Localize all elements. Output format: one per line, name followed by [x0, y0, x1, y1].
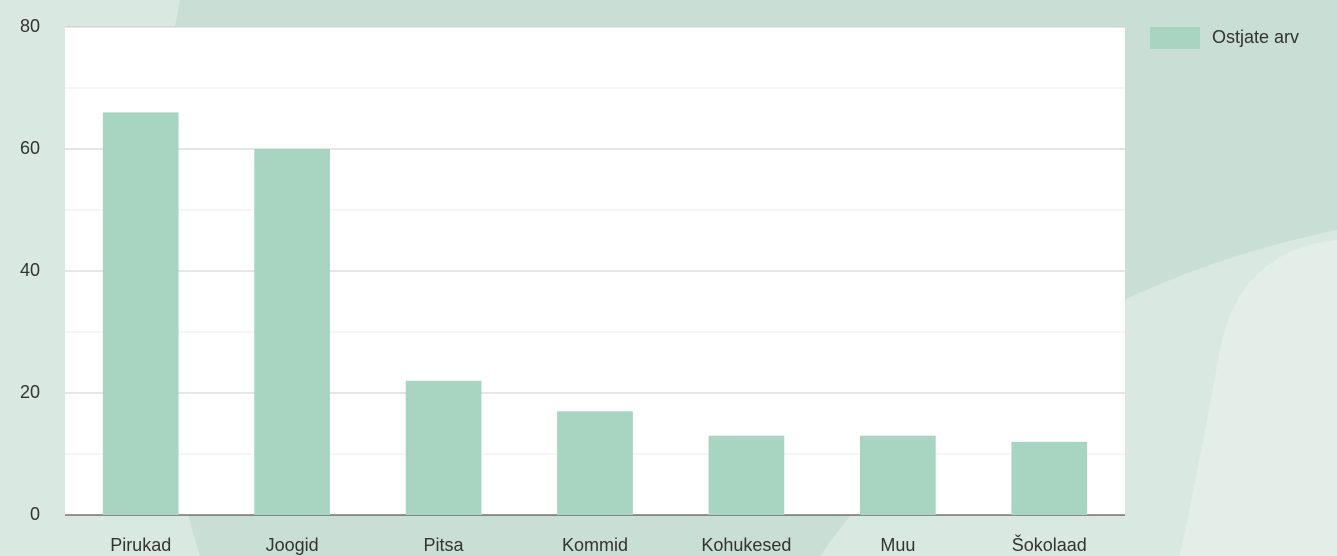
y-tick-label: 40: [20, 260, 40, 280]
x-tick-label: Kommid: [562, 535, 628, 555]
y-tick-label: 60: [20, 138, 40, 158]
y-tick-label: 0: [30, 504, 40, 524]
x-tick-label: Joogid: [266, 535, 319, 555]
bar: [254, 149, 330, 515]
bar: [860, 435, 936, 515]
x-tick-label: Šokolaad: [1012, 534, 1087, 555]
x-tick-label: Pirukad: [110, 535, 171, 555]
legend-swatch: [1150, 27, 1200, 49]
background-shape: [1180, 240, 1337, 556]
y-tick-label: 20: [20, 382, 40, 402]
bar: [405, 380, 482, 515]
bar: [557, 411, 633, 515]
bar: [102, 112, 179, 516]
legend-label: Ostjate arv: [1212, 27, 1299, 47]
x-tick-label: Muu: [880, 535, 915, 555]
bar: [708, 435, 785, 515]
bar: [1011, 441, 1088, 515]
x-tick-label: Kohukesed: [701, 535, 791, 555]
x-tick-label: Pitsa: [424, 535, 465, 555]
y-tick-label: 80: [20, 16, 40, 36]
